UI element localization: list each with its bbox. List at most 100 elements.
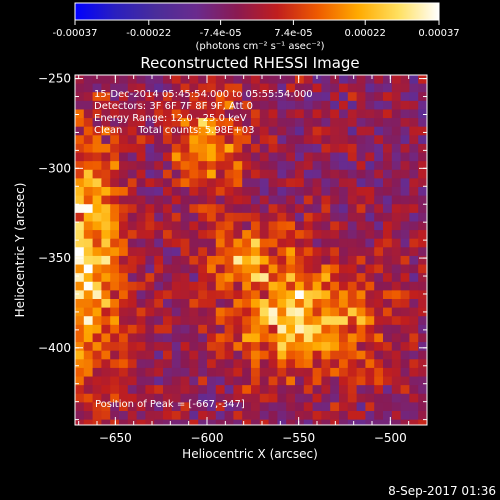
heatmap-cell bbox=[259, 290, 270, 300]
heatmap-cell bbox=[242, 281, 252, 291]
heatmap-cell bbox=[339, 359, 349, 369]
heatmap-cell bbox=[242, 324, 252, 335]
heatmap-cell bbox=[356, 367, 366, 378]
heatmap-cell bbox=[251, 376, 261, 386]
heatmap-cell bbox=[268, 230, 278, 240]
heatmap-cell bbox=[215, 204, 226, 214]
heatmap-cell bbox=[92, 264, 102, 274]
heatmap-cell bbox=[383, 230, 393, 240]
heatmap-cell bbox=[171, 299, 182, 309]
heatmap-cell bbox=[136, 118, 146, 128]
heatmap-cell bbox=[215, 273, 226, 283]
heatmap-cell bbox=[163, 316, 173, 326]
heatmap-cell bbox=[330, 75, 340, 85]
heatmap-cell bbox=[215, 419, 226, 425]
heatmap-cell bbox=[347, 126, 358, 136]
heatmap-cell bbox=[119, 161, 129, 171]
heatmap-cell bbox=[295, 204, 305, 214]
heatmap-cell bbox=[365, 135, 375, 145]
heatmap-cell bbox=[295, 109, 305, 119]
heatmap-cell bbox=[295, 316, 305, 326]
heatmap-cell bbox=[268, 281, 278, 291]
heatmap-cell bbox=[110, 247, 120, 257]
heatmap-cell bbox=[207, 212, 217, 223]
heatmap-cell bbox=[339, 385, 349, 395]
heatmap-cell bbox=[242, 273, 252, 283]
heatmap-cell bbox=[295, 212, 305, 223]
heatmap-cell bbox=[400, 100, 410, 111]
heatmap-cell bbox=[242, 367, 252, 378]
heatmap-cell bbox=[391, 333, 402, 343]
heatmap-cell bbox=[286, 367, 296, 378]
heatmap-cell bbox=[119, 376, 129, 386]
heatmap-cell bbox=[207, 109, 217, 119]
heatmap-cell bbox=[180, 75, 190, 85]
heatmap-cell bbox=[409, 324, 419, 335]
heatmap-cell bbox=[418, 230, 427, 240]
heatmap-cell bbox=[427, 153, 436, 162]
heatmap-cell bbox=[136, 212, 146, 223]
heatmap-cell bbox=[400, 230, 410, 240]
heatmap-cell bbox=[198, 247, 208, 257]
heatmap-cell bbox=[400, 178, 410, 188]
heatmap-cell bbox=[127, 419, 138, 425]
heatmap-cell bbox=[418, 221, 427, 231]
heatmap-cell bbox=[295, 152, 305, 162]
heatmap-cell bbox=[224, 281, 234, 291]
heatmap-cell bbox=[136, 169, 146, 179]
heatmap-cell bbox=[180, 402, 190, 412]
heatmap-cell bbox=[383, 324, 393, 335]
heatmap-cell bbox=[277, 109, 287, 119]
heatmap-cell bbox=[145, 307, 155, 317]
heatmap-cell bbox=[154, 359, 164, 369]
heatmap-cell bbox=[312, 411, 322, 421]
heatmap-cell bbox=[215, 247, 226, 257]
heatmap-cell bbox=[75, 126, 85, 136]
heatmap-cell bbox=[75, 92, 85, 102]
heatmap-cell bbox=[251, 290, 261, 300]
heatmap-cell bbox=[383, 109, 393, 119]
heatmap-cell bbox=[400, 350, 410, 360]
heatmap-cell bbox=[180, 316, 190, 326]
heatmap-cell bbox=[418, 169, 427, 179]
heatmap-cell bbox=[400, 367, 410, 378]
heatmap-cell bbox=[383, 264, 393, 274]
heatmap-cell bbox=[356, 359, 366, 369]
heatmap-cell bbox=[295, 126, 305, 136]
heatmap-cell bbox=[171, 212, 182, 223]
heatmap-cell bbox=[383, 307, 393, 317]
heatmap-cell bbox=[215, 411, 226, 421]
heatmap-cell bbox=[365, 195, 375, 205]
heatmap-cell bbox=[347, 92, 358, 102]
heatmap-cell bbox=[339, 83, 349, 93]
heatmap-cell bbox=[163, 92, 173, 102]
heatmap-cell bbox=[180, 204, 190, 214]
heatmap-cell bbox=[92, 161, 102, 171]
heatmap-cell bbox=[312, 75, 322, 85]
heatmap-cell bbox=[427, 420, 436, 429]
heatmap-cell bbox=[242, 307, 252, 317]
y-tick-label: −250 bbox=[38, 72, 71, 86]
heatmap-cell bbox=[374, 333, 384, 343]
heatmap-cell bbox=[233, 135, 243, 145]
heatmap-cell bbox=[215, 169, 226, 179]
heatmap-cell bbox=[259, 324, 270, 335]
heatmap-cell bbox=[339, 187, 349, 197]
heatmap-cell bbox=[321, 100, 331, 111]
heatmap-cell bbox=[418, 83, 427, 93]
heatmap-cell bbox=[224, 316, 234, 326]
heatmap-cell bbox=[215, 307, 226, 317]
heatmap-cell bbox=[259, 152, 270, 162]
heatmap-cell bbox=[198, 178, 208, 188]
heatmap-cell bbox=[268, 195, 278, 205]
heatmap-cell bbox=[321, 238, 331, 248]
heatmap-cell bbox=[418, 204, 427, 214]
heatmap-cell bbox=[321, 307, 331, 317]
heatmap-cell bbox=[365, 118, 375, 128]
heatmap-cell bbox=[347, 143, 358, 154]
heatmap-cell bbox=[101, 100, 111, 111]
heatmap-cell bbox=[356, 376, 366, 386]
heatmap-cell bbox=[180, 83, 190, 93]
heatmap-cell bbox=[163, 342, 173, 352]
heatmap-cell bbox=[198, 92, 208, 102]
